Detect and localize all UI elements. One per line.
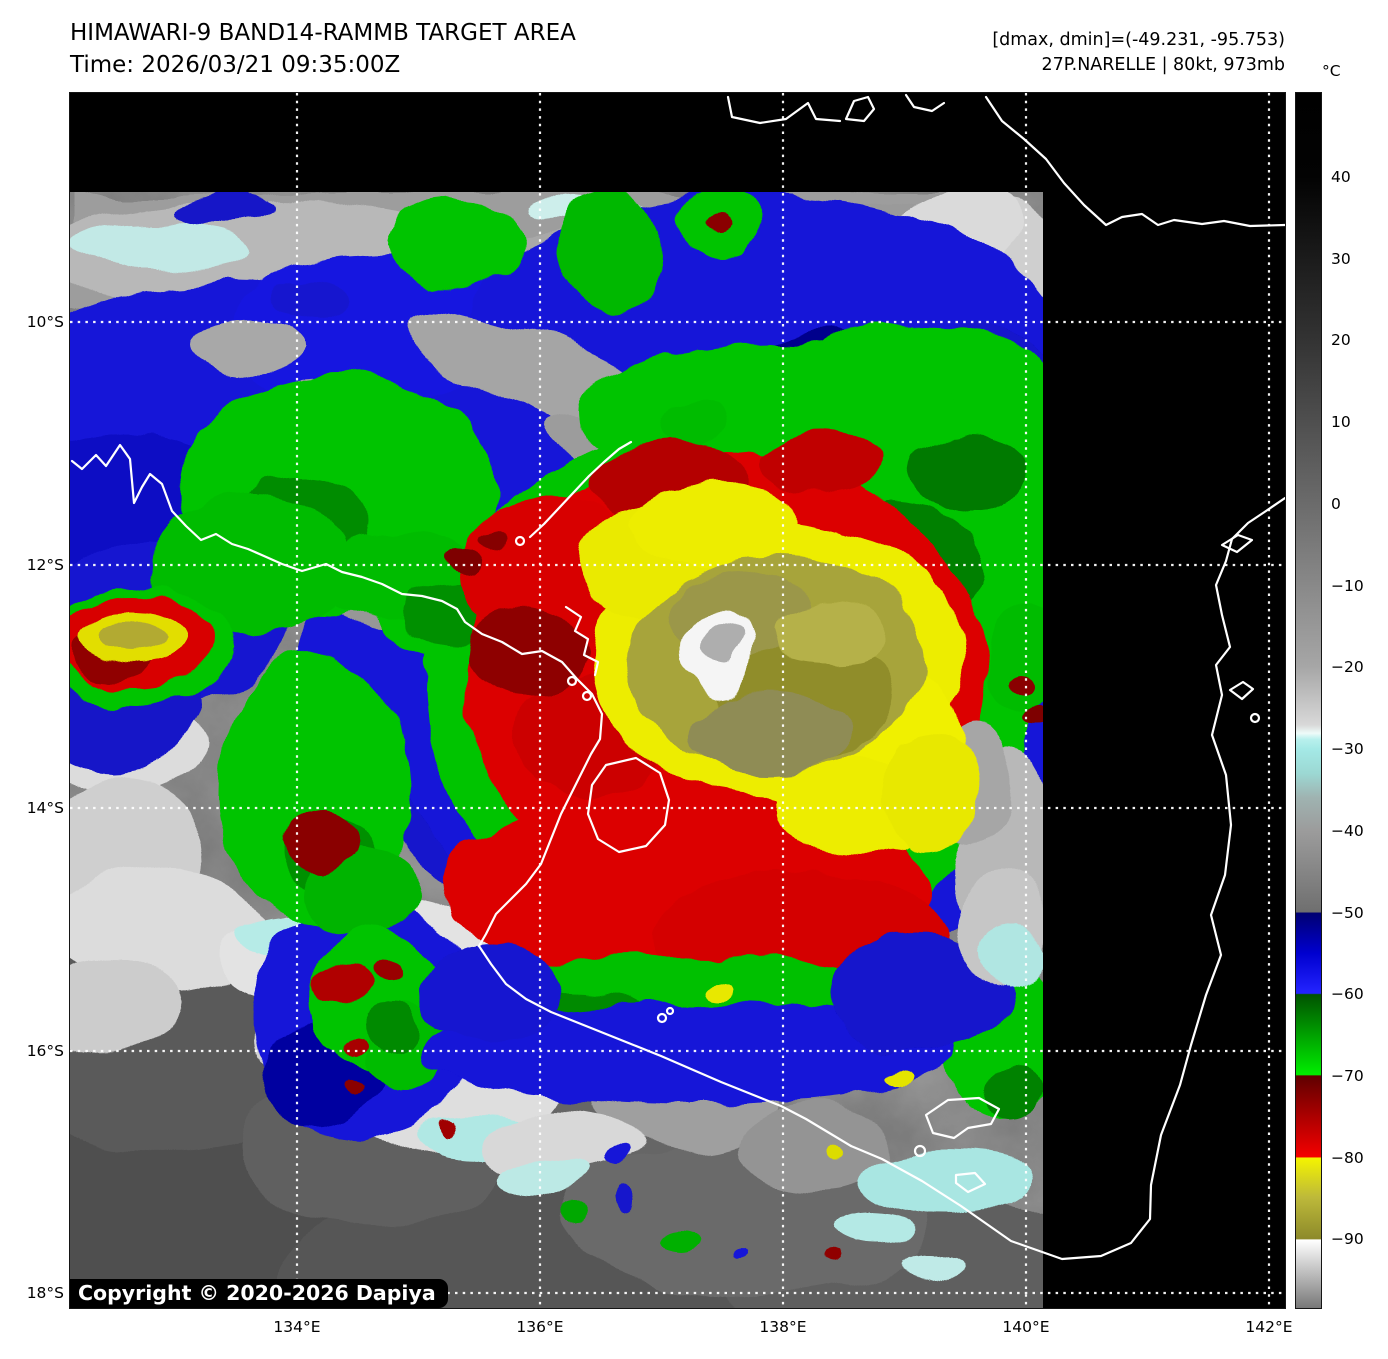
colorbar-tick: −60 (1331, 985, 1364, 1003)
colorbar-tick: −90 (1331, 1230, 1364, 1248)
colorbar-tick: −10 (1331, 577, 1364, 595)
dmax-dmin-label: [dmax, dmin]=(-49.231, -95.753) (992, 30, 1285, 50)
colorbar-tick: −30 (1331, 740, 1364, 758)
page-title: HIMAWARI-9 BAND14-RAMMB TARGET AREA (70, 20, 576, 46)
colorbar-tick: 10 (1331, 413, 1351, 431)
lon-label: 138°E (759, 1318, 807, 1336)
lon-label: 140°E (1002, 1318, 1050, 1336)
colorbar-tick: 20 (1331, 331, 1351, 349)
colorbar-unit-label: °C (1322, 62, 1341, 80)
colorbar-gradient (1296, 93, 1321, 1308)
lat-label: 12°S (26, 556, 64, 574)
copyright-badge: Copyright © 2020-2026 Dapiya (70, 1279, 448, 1308)
colorbar-tick: −70 (1331, 1067, 1364, 1085)
lat-label: 18°S (26, 1284, 64, 1302)
cloud-layer-yellow (81, 483, 977, 1159)
colorbar-tick: −80 (1331, 1149, 1364, 1167)
colorbar-tick: −20 (1331, 658, 1364, 676)
cyclone-eye (686, 607, 754, 699)
lat-label: 16°S (26, 1042, 64, 1060)
coastlines (70, 93, 1285, 1261)
satellite-map (69, 92, 1286, 1309)
lon-label: 136°E (516, 1318, 564, 1336)
colorbar-tick: −50 (1331, 904, 1364, 922)
lat-label: 14°S (26, 799, 64, 817)
colorbar-tick: 30 (1331, 250, 1351, 268)
colorbar-tick: 40 (1331, 168, 1351, 186)
lon-label: 142°E (1245, 1318, 1293, 1336)
lat-label: 10°S (26, 313, 64, 331)
lon-label: 134°E (273, 1318, 321, 1336)
time-label: Time: 2026/03/21 09:35:00Z (70, 52, 401, 78)
colorbar (1295, 92, 1322, 1309)
colorbar-tick: −40 (1331, 822, 1364, 840)
colorbar-tick: 0 (1331, 495, 1341, 513)
storm-info-label: 27P.NARELLE | 80kt, 973mb (1041, 55, 1285, 75)
cloud-layer-blue-band (420, 933, 1010, 1105)
